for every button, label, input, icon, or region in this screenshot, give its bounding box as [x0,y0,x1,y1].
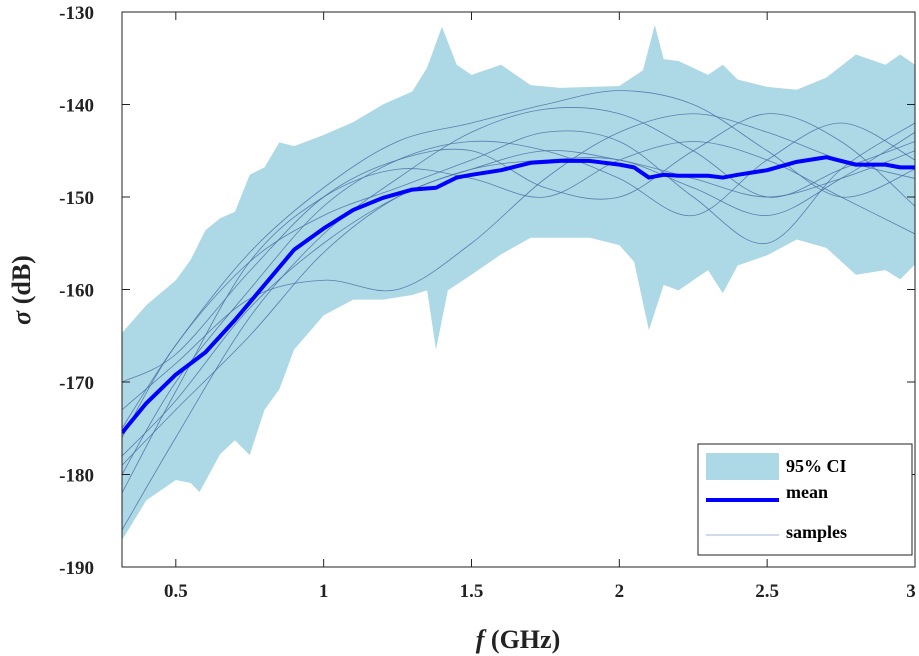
legend-mean-label: mean [786,482,828,502]
y-tick-label: -180 [59,466,94,487]
plot-area [122,24,915,541]
mean-line [122,155,915,435]
legend-ci-swatch [706,453,779,480]
ci-band [122,24,915,541]
x-tick-label: 3 [906,581,916,602]
y-tick-label: -130 [59,3,94,24]
x-tick-label: 2 [615,581,625,602]
x-axis-var: f [476,625,487,654]
y-tick-label: -170 [59,373,94,394]
y-axis-unit: (dB) [7,255,36,311]
x-tick-label: 1 [319,581,329,602]
x-axis-unit: (GHz) [484,625,560,654]
y-tick-label: -140 [59,96,94,117]
sample-line-7 [122,141,915,494]
legend-ci-label: 95% CI [786,456,847,476]
x-axis-label: f (GHz) [476,625,560,654]
sample-line-4 [122,131,915,457]
y-tick-label: -150 [59,188,94,209]
y-axis-label: σ (dB) [7,255,36,325]
legend-samples-label: samples [786,522,847,542]
x-tick-label: 2.5 [755,581,779,602]
x-tick-label: 1.5 [460,581,484,602]
sample-line-1 [122,90,915,429]
legend: 95% CI mean samples [697,443,913,556]
sample-line-8 [122,122,915,438]
sample-line-6 [122,113,915,411]
y-tick-label: -160 [59,281,94,302]
y-axis-var: σ [7,310,36,325]
x-tick-label: 0.5 [164,581,188,602]
ticks: 0.5 1 1.5 2 2.5 3 -130 -140 -150 -160 -170 -180 -190 [59,3,916,602]
y-tick-label: -190 [59,558,94,579]
sample-line-9 [122,150,915,466]
